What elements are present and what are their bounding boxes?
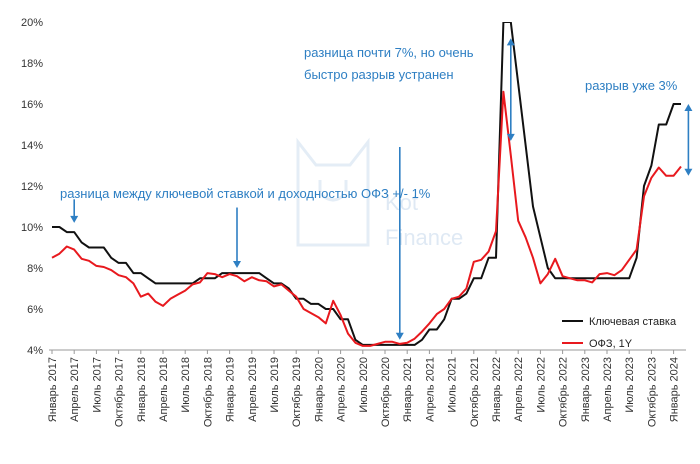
annotation-spread-7pct-line-2: быстро разрыв устранен	[304, 67, 454, 82]
x-tick-label: Апрель 2020	[336, 357, 348, 422]
x-tick-label: Январь 2020	[313, 357, 325, 422]
arrow-head	[684, 168, 693, 176]
annotation-spread-3pct: разрыв уже 3%	[585, 78, 678, 93]
cat-logo-icon	[296, 137, 370, 247]
legend-label-key-rate: Ключевая ставка	[589, 316, 677, 328]
y-tick-label: 8%	[27, 263, 43, 275]
x-tick-label: Июль 2017	[91, 357, 103, 413]
x-tick-label: Октябрь 2020	[380, 357, 392, 427]
x-tick-label: Июль 2019	[269, 357, 281, 413]
series-layer	[51, 22, 682, 347]
legend-label-ofz-1y: ОФЗ, 1Y	[589, 338, 633, 350]
watermark-line-2: Finance	[385, 225, 463, 250]
annotation-arrows	[70, 38, 693, 340]
x-tick-label: Октябрь 2019	[291, 357, 303, 427]
x-tick-label: Январь 2021	[402, 357, 414, 422]
x-tick-label: Июль 2022	[535, 357, 547, 413]
y-tick-label: 10%	[21, 222, 43, 234]
x-tick-label: Январь 2023	[580, 357, 592, 422]
x-tick-label: Октябрь 2021	[469, 357, 481, 427]
legend: Ключевая ставка ОФЗ, 1Y	[562, 316, 677, 350]
x-tick-label: Апрель 2017	[69, 357, 81, 422]
x-tick-label: Октябрь 2017	[114, 357, 126, 427]
arrow-head	[233, 261, 241, 268]
x-tick-label: Октябрь 2022	[558, 357, 570, 427]
x-tick-label: Январь 2022	[491, 357, 503, 422]
x-tick-label: Октябрь 2018	[202, 357, 214, 427]
x-tick-label: Июль 2021	[447, 357, 459, 413]
x-tick-label: Апрель 2023	[602, 357, 614, 422]
x-axis: Январь 2017 Апрель 2017 Июль 2017 Октябрь 2…	[47, 349, 686, 427]
annotation-spread-7pct-line-1: разница почти 7%, но очень	[304, 45, 474, 60]
x-tick-label: Июль 2020	[358, 357, 370, 413]
y-tick-label: 18%	[21, 58, 43, 70]
y-tick-label: 12%	[21, 181, 43, 193]
annotations: разница между ключевой ставкой и доходно…	[60, 45, 678, 201]
y-tick-label: 16%	[21, 99, 43, 111]
arrow-head	[506, 133, 515, 141]
kot-finance-watermark: Kot Finance	[296, 137, 463, 250]
y-tick-label: 6%	[27, 304, 43, 316]
x-tick-label: Январь 2024	[669, 357, 681, 422]
arrow-head	[506, 38, 515, 46]
x-tick-label: Апрель 2018	[158, 357, 170, 422]
y-tick-label: 20%	[21, 17, 43, 29]
y-tick-label: 14%	[21, 140, 43, 152]
series-line-ofz-1y	[51, 90, 682, 347]
x-tick-label: Апрель 2021	[424, 357, 436, 422]
x-tick-label: Январь 2019	[225, 357, 237, 422]
arrow-head	[70, 215, 79, 223]
x-tick-label: Июль 2023	[624, 357, 636, 413]
x-tick-label: Июль 2018	[180, 357, 192, 413]
annotation-spread-1pct: разница между ключевой ставкой и доходно…	[60, 186, 431, 201]
x-tick-label: Январь 2018	[136, 357, 148, 422]
x-tick-label: Январь 2017	[47, 357, 59, 422]
x-tick-label: Апрель 2022	[513, 357, 525, 422]
watermark-line-1: Kot	[385, 190, 418, 215]
x-tick-label: Октябрь 2023	[646, 357, 658, 427]
arrow-head	[395, 332, 404, 340]
y-axis: 4% 6% 8% 10% 12% 14% 16% 18% 20%	[21, 17, 43, 357]
x-tick-label: Апрель 2019	[247, 357, 259, 422]
y-tick-label: 4%	[27, 345, 43, 357]
arrow-head	[684, 104, 693, 111]
